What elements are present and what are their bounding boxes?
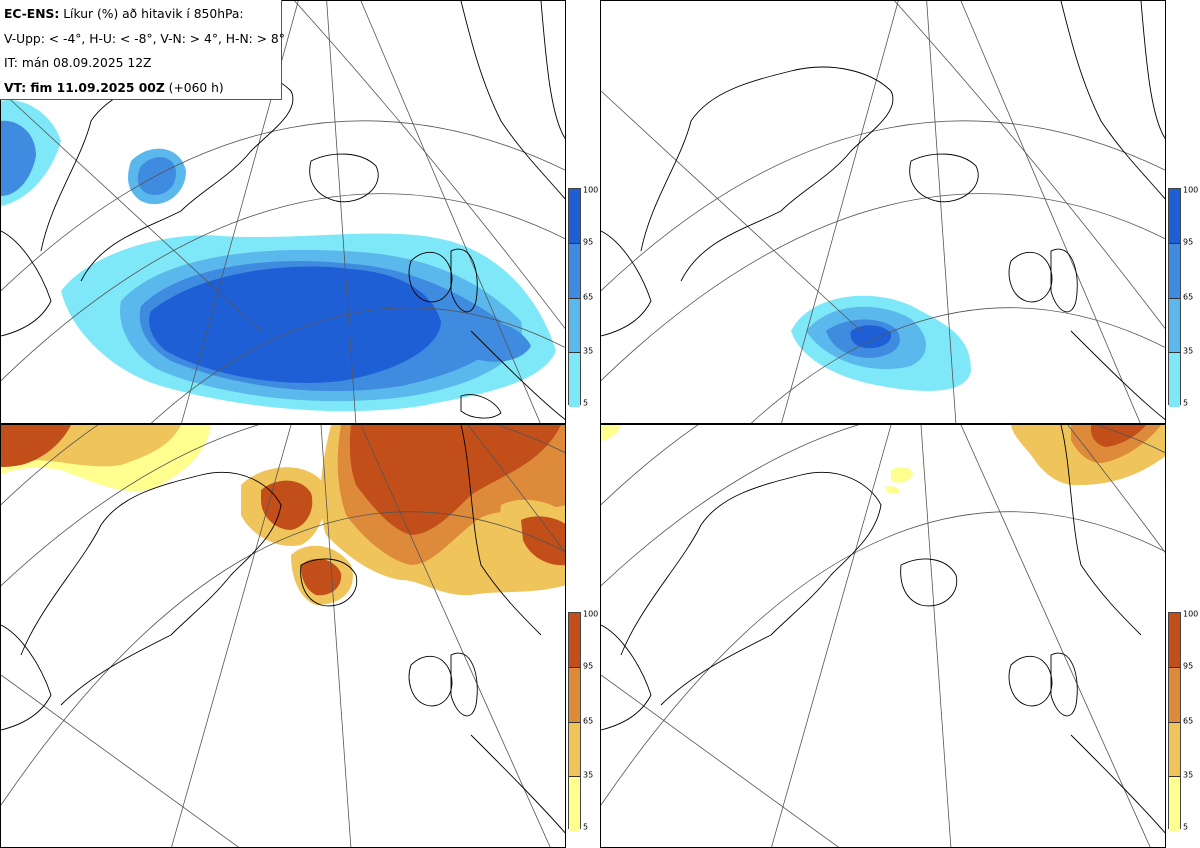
colorbar-segment: [1169, 613, 1180, 668]
valid-time-line: VT: fim 11.09.2025 00Z (+060 h): [4, 76, 277, 101]
colorbar-tick-label: 95: [583, 661, 594, 671]
colorbar-strip: [568, 188, 581, 407]
colorbar-segment: [1169, 243, 1180, 299]
colorbar-tick-label: 100: [583, 609, 599, 619]
colorbar-tick-label: 5: [1183, 822, 1189, 832]
init-time: IT: mán 08.09.2025 12Z: [4, 56, 152, 70]
colorbar-tick-label: 65: [583, 716, 594, 725]
colorbar-tick-label: 100: [1183, 609, 1199, 619]
colorbar-tick-label: 5: [583, 822, 589, 832]
map-panel-v-n: [0, 424, 566, 848]
map-panel-h-n: [600, 424, 1166, 848]
colorbar-tick-label: 95: [1183, 237, 1194, 247]
colorbar-segment: [569, 297, 580, 353]
colorbar-segment: [569, 189, 580, 244]
colorbar-tick-label: 95: [1183, 661, 1194, 671]
warm-probability-field: [601, 425, 1165, 494]
colorbar-tick-label: 65: [1183, 716, 1194, 725]
colorbar-segment: [1169, 775, 1180, 831]
coastlines: [1, 425, 565, 834]
colorbar-tick-label: 100: [583, 185, 599, 195]
colorbar-tick-label: 65: [1183, 292, 1194, 301]
colorbar-tick-label: 35: [1183, 346, 1194, 356]
colorbar-tick-label: 35: [583, 770, 594, 780]
graticule: [601, 425, 1165, 847]
cold-probability-field: [791, 295, 971, 391]
title-line: EC-ENS: Líkur (%) að hitavik í 850hPa:: [4, 2, 277, 27]
map-canvas: [1, 1, 565, 423]
map-info-box: EC-ENS: Líkur (%) að hitavik í 850hPa: V…: [0, 0, 285, 101]
colorbar-tick-label: 65: [583, 292, 594, 301]
colorbar-v-n: 100 95 65 35 5: [568, 609, 608, 837]
colorbar-segment: [1169, 351, 1180, 407]
colorbar-v-upp: 100 95 65 35 5: [568, 185, 608, 413]
title-variable: Líkur (%) að hitavik í 850hPa:: [59, 7, 244, 21]
graticule: [601, 1, 1165, 423]
colorbar-tick-label: 100: [1183, 185, 1199, 195]
colorbar-tick-label: 5: [1183, 398, 1189, 408]
colorbar-strip: [1168, 612, 1181, 831]
colorbar-segment: [1169, 667, 1180, 723]
threshold-line: V-Upp: < -4°, H-U: < -8°, V-N: > 4°, H-N…: [4, 31, 285, 46]
map-panel-v-upp: [0, 0, 566, 424]
colorbar-tick-label: 35: [1183, 770, 1194, 780]
colorbar-tick-label: 35: [583, 346, 594, 356]
cold-probability-field: [1, 100, 556, 412]
map-panel-h-u: [600, 0, 1166, 424]
coastlines: [601, 425, 1165, 834]
colorbar-tick-label: 95: [583, 237, 594, 247]
colorbar-segment: [1169, 189, 1180, 244]
colorbar-segment: [569, 351, 580, 407]
colorbar-segment: [1169, 721, 1180, 777]
colorbar-tick-label: 5: [583, 398, 589, 408]
colorbar-segment: [569, 243, 580, 299]
graticule: [1, 425, 565, 847]
colorbar-segment: [569, 775, 580, 831]
colorbar-segment: [569, 613, 580, 668]
colorbar-h-u: 100 95 65 35 5: [1168, 185, 1200, 413]
map-canvas: [601, 425, 1165, 847]
valid-time: VT: fim 11.09.2025 00Z: [4, 80, 165, 95]
colorbar-segment: [1169, 297, 1180, 353]
title-model: EC-ENS:: [4, 7, 60, 21]
map-canvas: [1, 425, 565, 847]
coastlines: [1, 1, 565, 420]
colorbar-strip: [568, 612, 581, 831]
colorbar-strip: [1168, 188, 1181, 407]
forecast-hour: (+060 h): [164, 80, 224, 95]
map-canvas: [601, 1, 1165, 423]
colorbar-segment: [569, 667, 580, 723]
coastlines: [601, 1, 1165, 420]
colorbar-segment: [569, 721, 580, 777]
colorbar-h-n: 100 95 65 35 5: [1168, 609, 1200, 837]
